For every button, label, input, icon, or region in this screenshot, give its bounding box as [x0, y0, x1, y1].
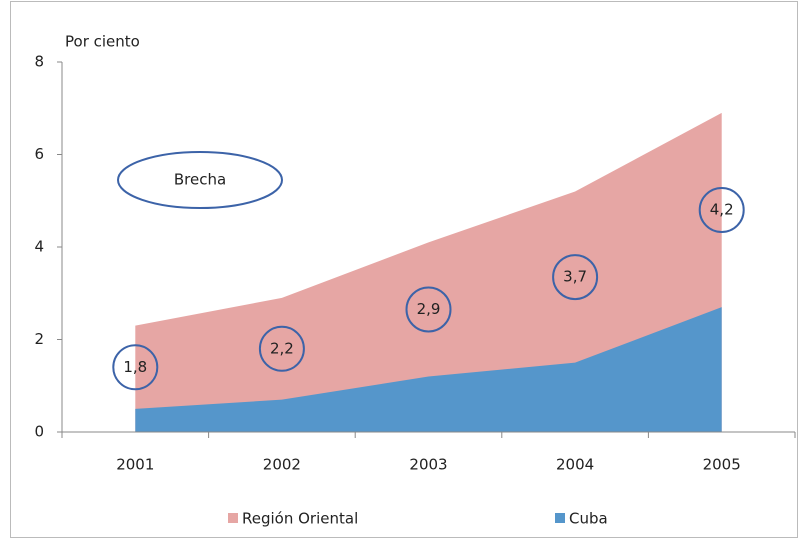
- y-tick-label: 6: [34, 145, 44, 163]
- y-axis-label: Por ciento: [65, 33, 140, 51]
- y-tick-label: 8: [34, 53, 44, 71]
- legend-label: Cuba: [569, 510, 608, 528]
- gap-circle: [405, 286, 452, 333]
- x-tick-label: 2003: [409, 456, 447, 474]
- x-tick-label: 2002: [263, 456, 301, 474]
- annotation-ellipse: [117, 151, 283, 209]
- x-tick-label: 2001: [116, 456, 154, 474]
- gap-circle: [258, 325, 305, 372]
- gap-circle: [698, 187, 745, 233]
- gap-label: 2,9: [417, 300, 441, 318]
- x-tick-label: 2005: [703, 456, 741, 474]
- area: [135, 112, 722, 432]
- gap-label: 1,8: [123, 358, 147, 376]
- gap-label: 2,2: [270, 339, 294, 357]
- x-tick-label: 2004: [556, 456, 594, 474]
- gap-label: 3,7: [563, 268, 587, 286]
- gap-label: 4,2: [710, 201, 734, 219]
- legend-swatch: [228, 513, 238, 523]
- legend-swatch: [555, 513, 565, 523]
- y-tick-label: 0: [34, 423, 44, 441]
- gap-circle: [112, 344, 159, 391]
- y-tick-label: 2: [34, 330, 44, 348]
- area: [135, 307, 722, 432]
- y-tick-label: 4: [34, 238, 44, 256]
- legend-label: Región Oriental: [242, 510, 358, 528]
- gap-circle: [552, 254, 599, 301]
- annotation-text: Brecha: [174, 171, 226, 189]
